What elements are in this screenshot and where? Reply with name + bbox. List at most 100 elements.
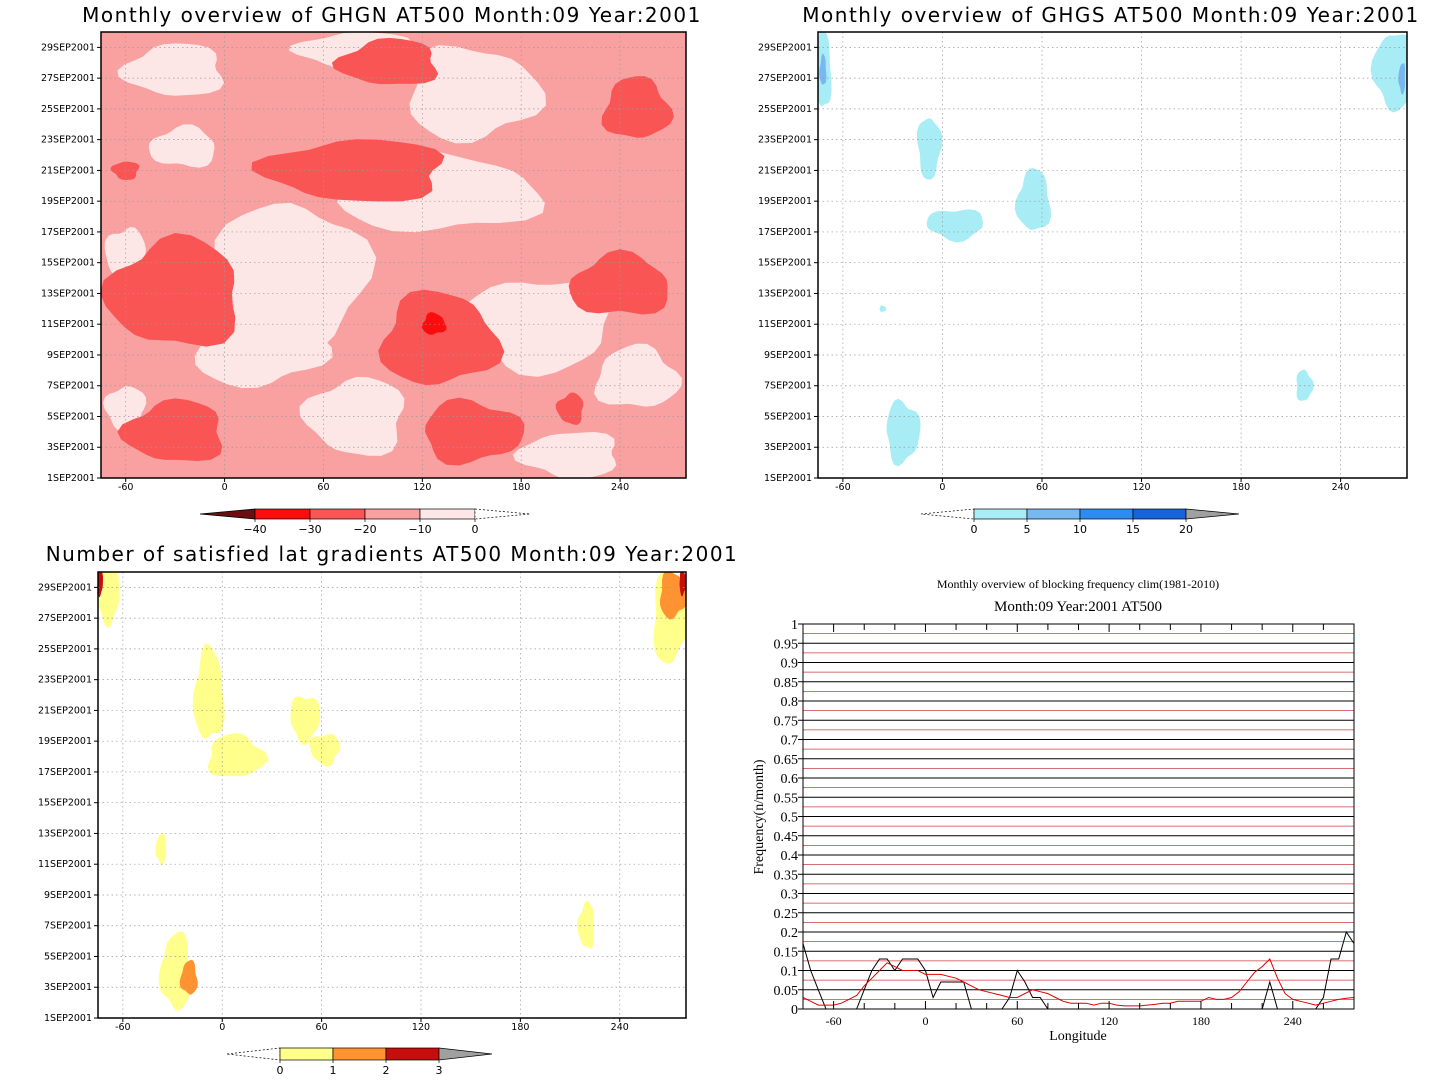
ghgn-region-12: [512, 432, 617, 478]
freq-ytick-label-14: 0.7: [781, 734, 799, 749]
grad-colorbar-high-extend: [438, 1047, 493, 1061]
ghgs-colorbar-label-1: 5: [1024, 523, 1031, 536]
ghgn-ytick-label-6: 13SEP2001: [41, 288, 95, 299]
freq-xtick-label-3: 120: [1100, 1014, 1118, 1028]
grad-ytick-label-11: 23SEP2001: [38, 675, 92, 686]
panel-freq: Monthly overview of blocking frequency c…: [752, 577, 1355, 1044]
ghgn-ytick-label-9: 19SEP2001: [41, 196, 95, 207]
freq-xlabel: Longitude: [1049, 1029, 1107, 1044]
grad-colorbar-label-3: 3: [436, 1064, 443, 1077]
grad-ytick-label-8: 17SEP2001: [38, 767, 92, 778]
ghgs-title: Monthly overview of GHGS AT500 Month:09 …: [802, 3, 1419, 27]
ghgs-ytick-label-1: 3SEP2001: [764, 442, 812, 453]
freq-ytick-label-0: 0: [791, 1003, 798, 1018]
ghgn-colorbar-label-0: −40: [243, 523, 266, 536]
grad-region-9: [155, 832, 166, 866]
ghgs-ytick-label-4: 9SEP2001: [764, 350, 812, 361]
grad-ytick-label-5: 11SEP2001: [38, 859, 92, 870]
grad-ytick-label-3: 7SEP2001: [44, 921, 92, 932]
ghgs-xtick-label-4: 180: [1232, 482, 1250, 493]
grad-xtick-label-2: 60: [316, 1022, 328, 1033]
ghgs-colorbar-swatch-2: [1079, 508, 1134, 520]
ghgs-ytick-label-12: 25SEP2001: [758, 104, 812, 115]
freq-ytick-label-6: 0.3: [781, 888, 799, 903]
ghgn-ytick-label-11: 23SEP2001: [41, 135, 95, 146]
ghgs-ytick-label-0: 1SEP2001: [764, 473, 812, 484]
grad-colorbar-label-2: 2: [383, 1064, 390, 1077]
ghgn-region-9: [594, 343, 682, 407]
ghgs-ytick-label-11: 23SEP2001: [758, 135, 812, 146]
grad-ytick-label-0: 1SEP2001: [44, 1013, 92, 1024]
ghgn-colorbar-swatch-2: [364, 508, 421, 520]
freq-ytick-label-13: 0.65: [774, 753, 799, 768]
grad-ytick-label-10: 21SEP2001: [38, 705, 92, 716]
ghgs-colorbar-label-2: 10: [1073, 523, 1087, 536]
panel-grad: Number of satisfied lat gradients AT500 …: [38, 542, 737, 1077]
freq-ytick-label-2: 0.1: [781, 965, 799, 980]
ghgs-xtick-label-3: 120: [1132, 482, 1150, 493]
ghgn-xtick-label-0: -60: [118, 482, 134, 493]
ghgn-region-8: [455, 282, 612, 377]
ghgn-ytick-label-7: 15SEP2001: [41, 258, 95, 269]
ghgn-xtick-label-3: 120: [413, 482, 431, 493]
ghgn-colorbar-label-4: 0: [472, 523, 479, 536]
ghgs-colorbar-swatch-0: [973, 508, 1028, 520]
panel-ghgs: Monthly overview of GHGS AT500 Month:09 …: [758, 3, 1419, 536]
grad-region-11: [179, 959, 198, 995]
ghgs-frame: [817, 31, 1408, 479]
ghgn-xtick-label-1: 0: [222, 482, 228, 493]
grad-colorbar-swatch-2: [385, 1047, 440, 1061]
grad-colorbar-label-1: 1: [330, 1064, 337, 1077]
ghgn-ytick-label-3: 7SEP2001: [47, 381, 95, 392]
ghgn-region-23: [421, 312, 447, 335]
ghgs-region-2: [1370, 34, 1407, 113]
ghgn-ytick-label-1: 3SEP2001: [47, 442, 95, 453]
ghgs-region-7: [879, 305, 887, 313]
ghgs-colorbar-swatch-1: [1026, 508, 1081, 520]
grad-xtick-label-4: 180: [511, 1022, 529, 1033]
freq-ytick-label-11: 0.55: [774, 791, 799, 806]
grad-region-8: [309, 734, 341, 767]
grad-xtick-label-3: 120: [412, 1022, 430, 1033]
ghgn-region-17: [101, 233, 236, 347]
ghgn-xtick-label-5: 240: [611, 482, 629, 493]
ghgn-ytick-label-5: 11SEP2001: [41, 319, 95, 330]
ghgs-ytick-label-2: 5SEP2001: [764, 411, 812, 422]
ghgn-region-18: [378, 289, 505, 386]
ghgs-region-8: [886, 398, 921, 467]
grad-frame: [97, 571, 687, 1019]
freq-ytick-label-17: 0.85: [774, 676, 799, 691]
ghgs-colorbar-low-extend: [920, 508, 975, 520]
ghgs-colorbar-label-0: 0: [971, 523, 978, 536]
ghgn-region-21: [425, 397, 525, 466]
grad-region-1: [98, 572, 103, 598]
grad-ytick-label-9: 19SEP2001: [38, 736, 92, 747]
grad-region-12: [577, 900, 595, 949]
ghgs-region-3: [1398, 63, 1405, 95]
grad-region-0: [98, 572, 120, 628]
ghgs-ytick-label-14: 29SEP2001: [758, 42, 812, 53]
freq-ytick-label-12: 0.6: [781, 772, 799, 787]
grad-region-6: [207, 733, 268, 777]
ghgs-ytick-label-10: 21SEP2001: [758, 165, 812, 176]
ghgs-ytick-label-3: 7SEP2001: [764, 381, 812, 392]
ghgs-ytick-label-6: 13SEP2001: [758, 288, 812, 299]
freq-ytick-label-19: 0.95: [774, 637, 799, 652]
ghgs-ytick-label-8: 17SEP2001: [758, 227, 812, 238]
freq-ytick-label-3: 0.15: [774, 945, 799, 960]
ghgn-ytick-label-8: 17SEP2001: [41, 227, 95, 238]
freq-ytick-label-15: 0.75: [774, 714, 799, 729]
freq-subtitle: Month:09 Year:2001 AT500: [994, 599, 1162, 615]
grad-colorbar-label-0: 0: [277, 1064, 284, 1077]
ghgs-region-5: [926, 209, 983, 243]
ghgn-colorbar-high-extend: [474, 508, 531, 520]
ghgs-plot-background: [818, 32, 1407, 478]
grad-colorbar-low-extend: [226, 1047, 281, 1061]
ghgn-region-20: [117, 398, 223, 461]
ghgn-region-15: [251, 139, 445, 202]
ghgn-region-10: [299, 376, 405, 456]
freq-xtick-label-0: -60: [826, 1014, 842, 1028]
freq-ytick-label-9: 0.45: [774, 830, 799, 845]
ghgs-ytick-label-13: 27SEP2001: [758, 73, 812, 84]
